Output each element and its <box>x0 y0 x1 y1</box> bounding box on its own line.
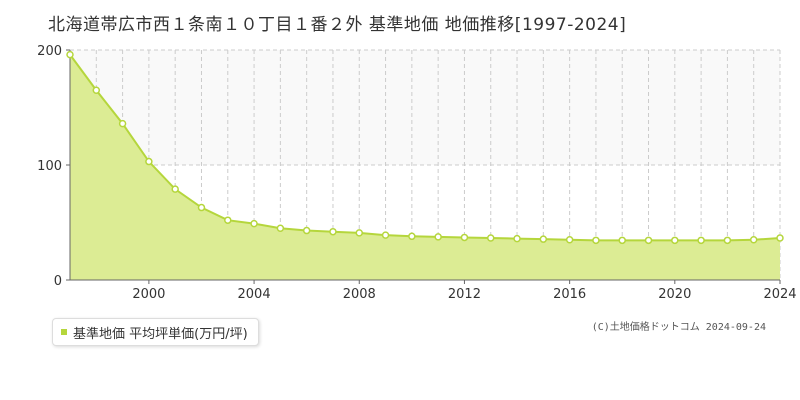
data-point <box>66 50 74 59</box>
data-point <box>276 224 285 232</box>
data-point <box>513 234 521 243</box>
data-point <box>171 185 179 193</box>
data-point <box>92 86 101 94</box>
data-point <box>776 234 784 242</box>
data-point <box>697 236 705 245</box>
copyright-text: (C)土地価格ドットコム 2024-09-24 <box>591 322 766 333</box>
data-point <box>539 235 548 243</box>
data-point <box>145 157 153 166</box>
x-tick-label: 2008 <box>343 287 376 302</box>
data-point <box>408 232 416 241</box>
data-point <box>644 236 653 245</box>
x-tick-label: 2020 <box>658 287 691 302</box>
chart-legend[interactable]: 基準地価 平均坪単価(万円/坪) <box>52 318 259 346</box>
legend-marker-icon <box>61 329 67 335</box>
data-point <box>460 233 469 242</box>
data-point <box>671 236 679 245</box>
y-tick-label: 0 <box>54 274 62 289</box>
data-point <box>302 226 311 235</box>
data-point <box>434 233 442 241</box>
y-tick-label: 200 <box>37 44 62 59</box>
x-tick-label: 2000 <box>132 287 165 302</box>
data-point <box>224 216 232 224</box>
data-point <box>197 203 206 212</box>
data-point <box>381 231 390 239</box>
x-tick-label: 2016 <box>553 287 586 302</box>
y-tick-label: 100 <box>37 159 62 174</box>
x-tick-label: 2024 <box>763 287 796 302</box>
data-point <box>355 229 364 237</box>
x-tick-label: 2004 <box>238 287 271 302</box>
data-point <box>118 119 127 128</box>
series-line <box>69 54 781 242</box>
data-point <box>565 236 574 244</box>
plot-band <box>70 50 780 165</box>
data-point <box>486 234 495 242</box>
data-point <box>250 219 258 228</box>
data-point <box>749 236 758 244</box>
legend-label: 基準地価 平均坪単価(万円/坪) <box>73 326 248 342</box>
data-point <box>592 236 600 245</box>
data-point <box>723 236 732 245</box>
data-point <box>618 236 626 245</box>
chart-title: 北海道帯広市西１条南１０丁目１番２外 基準地価 地価推移[1997-2024] <box>48 15 627 35</box>
x-tick-label: 2012 <box>448 287 481 302</box>
data-point <box>329 227 337 236</box>
